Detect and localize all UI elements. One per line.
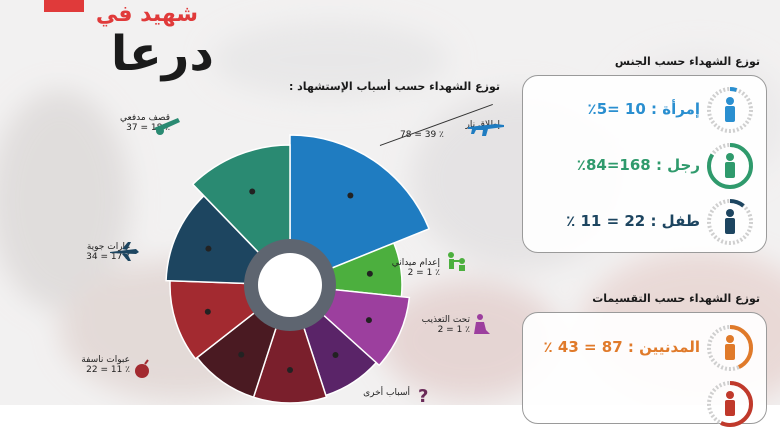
pie-marker-2 [365,317,372,324]
label-torture-value: 2 = 1 ٪ [437,325,470,335]
gender-rows-row-0: إمرأة : 10 =5٪ [530,86,758,136]
bomb-icon [135,359,149,378]
other-icon: ? [418,386,429,407]
label-shelling-name: قصف مدفعي [120,113,170,123]
label-bombs-value: 22 = 11 ٪ [86,365,130,375]
pie-center-hole [258,253,322,317]
label-shelling: قصف مدفعي 37 = 18 ٪ [70,113,170,133]
jet-icon [110,242,139,261]
label-torture: تحت التعذيب 2 = 1 ٪ [380,315,470,335]
fighters-icon [707,381,753,427]
pie-marker-4 [287,366,293,373]
label-bombs-name: عبوات ناسفة [81,355,130,365]
causes-heading: توزع الشهداء حسب أسباب الإستشهاد : [288,80,500,93]
pie-marker-3 [332,352,339,359]
label-execution-name: إعدام ميداني [391,258,440,268]
pie-marker-1 [366,270,373,277]
label-airstrikes-name: غارات جوية [86,242,130,252]
pie-marker-7 [205,245,212,252]
torture-icon [474,314,490,334]
label-gunfire-value: 78 = 39 ٪ [400,130,444,140]
children-icon [707,199,753,245]
title-block: شهيد في درعا [18,0,218,100]
woman-icon [707,87,753,133]
man-icon [707,143,753,189]
label-bombs: عبوات ناسفة 22 = 11 ٪ [30,355,130,375]
pie-slice-0 [289,134,431,287]
gender-rows-row-1: رجل : 168=84٪ [530,142,758,192]
label-torture-name: تحت التعذيب [421,315,470,325]
label-other: أسباب أخرى [350,388,410,398]
pie-marker-8 [249,188,256,195]
gender-heading: توزع الشهداء حسب الجنس [614,55,760,68]
category-rows-text-0: المدنيين : 87 = 43 ٪ [543,338,700,356]
rifle-icon [468,124,504,136]
label-execution: إعدام ميداني 2 = 1 ٪ [360,258,440,278]
label-execution-value: 2 = 1 ٪ [407,268,440,278]
label-airstrikes: غارات جوية 34 = 17 ٪ [30,242,130,262]
label-airstrikes-value: 34 = 17 ٪ [86,252,130,262]
causes-chart [165,134,431,404]
gender-rows-text-2: طفل : 22 = 11 ٪ [566,212,700,230]
label-gunfire-name: إطلاق نار [465,120,500,130]
gender-rows-row-2: طفل : 22 = 11 ٪ [530,198,758,248]
gender-rows-text-1: رجل : 168=84٪ [576,156,700,174]
title-city: درعا [110,26,214,82]
label-shelling-value: 37 = 18 ٪ [126,123,170,133]
civilians-icon [707,325,753,371]
label-gunfire: إطلاق نار 78 = 39 ٪ [400,120,500,140]
title-red-badge [44,0,84,12]
category-rows-row-1 [530,380,758,430]
execution-icon [448,252,465,271]
pie-marker-0 [347,192,354,199]
category-heading: توزع الشهداء حسب التقسيمات [592,292,760,305]
pie-marker-6 [204,308,211,315]
cannon-icon [154,118,180,135]
pie-marker-5 [238,351,245,358]
gender-rows-text-0: إمرأة : 10 =5٪ [587,100,700,118]
pie-slice-4 [252,282,328,404]
label-other-name: أسباب أخرى [363,388,410,398]
category-rows-row-0: المدنيين : 87 = 43 ٪ [530,324,758,374]
title-subtitle: شهيد في [95,2,198,27]
